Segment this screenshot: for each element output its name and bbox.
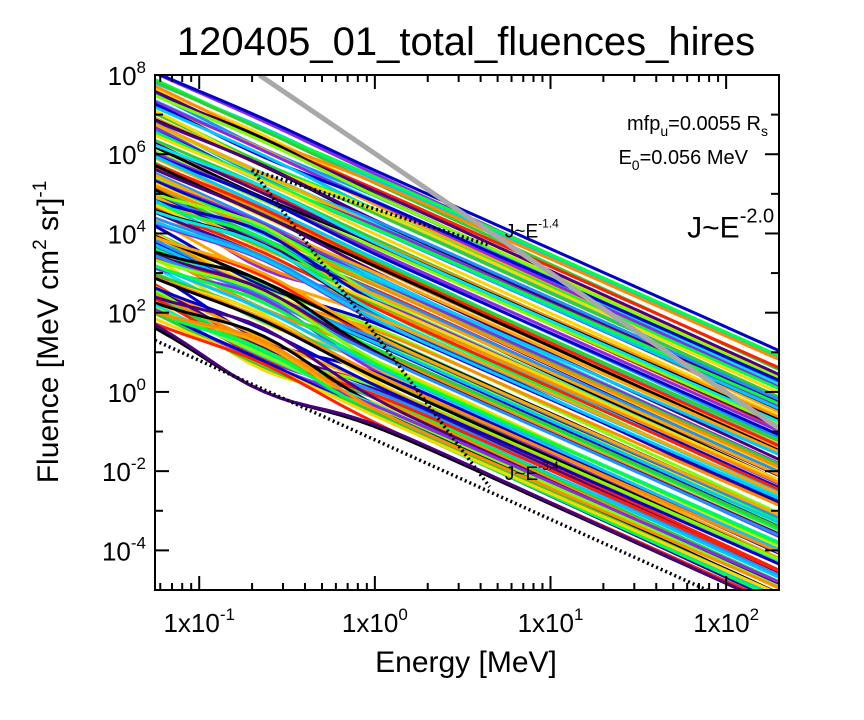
y-axis-title-mid: sr] [32,198,65,240]
series-line [155,100,779,389]
param-e0: E0=0.056 MeV [618,147,748,173]
series-line [155,178,779,465]
param-mfp-sub2: s [761,123,768,139]
param-mfp-sub: u [660,123,668,139]
series-line [155,301,775,590]
y-tick-label: 104 [108,216,146,249]
chart-title: 120405_01_total_fluences_hires [177,20,755,64]
y-axis-title: Fluence [MeV cm2 sr]-1 [30,181,65,484]
y-tick-labels: 108 106 104 102 100 10-2 10-4 [102,58,146,566]
annotation-3: J~E-3.4 [505,459,559,485]
series-line [155,323,745,590]
y-tick-label: 10-4 [102,533,146,566]
series-line [155,220,779,500]
reference-line-2 [155,338,712,590]
x-tick-label: 1x101 [518,605,584,638]
reference-line-1 [257,75,779,431]
series-line [157,75,779,352]
y-tick-label: 102 [108,296,146,329]
series-line [155,112,779,399]
param-e0-sub: 0 [632,157,640,173]
series-line [155,310,779,590]
x-tick-label: 1x10-1 [163,605,235,638]
y-axis-title-sup2: -1 [30,181,51,198]
y-axis-title-sup1: 2 [30,239,51,250]
series-line [155,194,779,476]
param-e0-base: E [618,147,631,169]
param-mfp-base: mfp [627,113,660,135]
y-axis-title-base: Fluence [MeV cm [32,250,65,483]
plot-frame [154,74,780,591]
param-e0-rest: =0.056 MeV [640,147,749,169]
series-line [155,207,779,491]
y-tick-label: 10-2 [102,454,146,487]
reference-line-3 [251,168,491,248]
series-line [155,235,779,517]
series-line [155,306,779,588]
param-mfp: mfpu=0.0055 Rs [627,113,768,139]
x-tick-label: 1x100 [342,605,408,638]
series-line [155,162,779,448]
series-line [155,264,779,545]
x-tick-labels: 1x10-1 1x100 1x101 1x102 [163,605,759,638]
reference-line-4 [250,168,491,488]
series-line [155,275,779,554]
series-group [155,75,779,590]
series-line [155,121,779,401]
param-mfp-rest: =0.0055 R [668,113,761,135]
annotation-2: J~E-2.0 [687,205,774,244]
tick-marks [155,74,780,591]
y-tick-label: 108 [108,58,146,91]
reference-lines [155,75,779,590]
series-line [155,154,779,437]
series-line [155,209,779,485]
x-axis-title: Energy [MeV] [375,646,557,679]
series-line [155,149,779,426]
y-tick-label: 106 [108,137,146,170]
x-tick-label: 1x102 [693,605,759,638]
series-line [155,264,779,552]
plot-area [154,74,780,591]
y-tick-label: 100 [108,375,146,408]
series-line [155,297,779,573]
series-line [155,143,779,424]
annotations: J~E-1.4 J~E-2.0 J~E-3.4 [505,205,774,485]
annotation-1: J~E-1.4 [505,216,559,242]
parameter-legend: mfpu=0.0055 Rs E0=0.056 MeV [618,113,768,173]
